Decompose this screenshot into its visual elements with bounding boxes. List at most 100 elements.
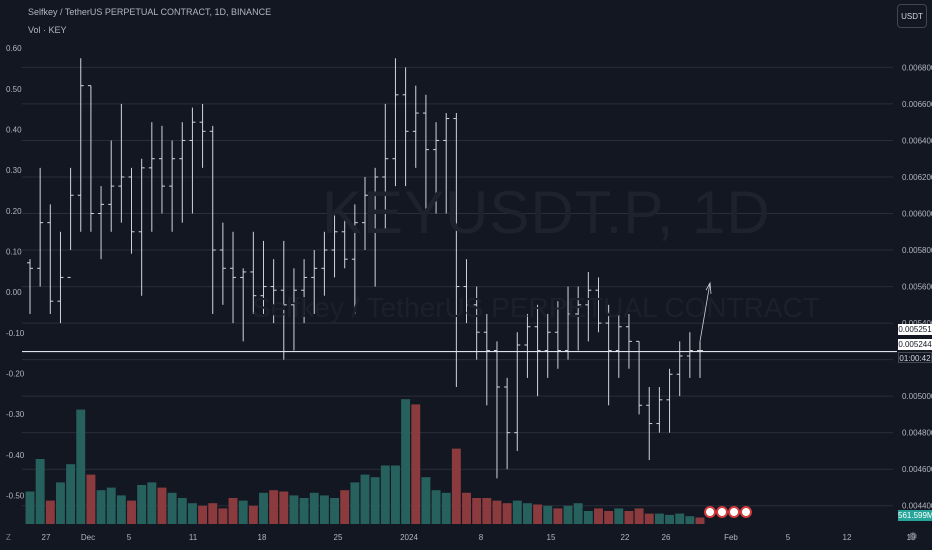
x-axis-tick: 19 [907,533,916,542]
right-axis-tick: 0.005400 [902,319,932,328]
volume-bar [106,487,116,524]
volume-bar [218,508,228,524]
volume-bar [228,498,238,524]
volume-bar [634,508,644,524]
volume-bar [248,505,258,524]
left-axis-tick: 0.40 [6,125,22,134]
symbol-description-watermark: Selfkey / TetherUS PERPETUAL CONTRACT [252,292,820,323]
symbol-title: Selfkey / TetherUS PERPETUAL CONTRACT, 1… [28,7,272,17]
x-axis-tick: 5 [786,533,791,542]
volume-bar [147,482,157,524]
volume-bar [289,495,299,524]
volume-bar [76,409,86,524]
volume-bar [360,474,370,524]
volume-bar [482,498,492,524]
volume-bar [411,404,421,524]
x-axis-tick: 22 [621,533,630,542]
left-axis-tick: 0.20 [6,207,22,216]
volume-bar [401,399,411,524]
volume-bar [675,513,685,524]
volume-bar [25,491,35,524]
event-marker-icon [740,506,752,518]
left-axis-tick: -0.20 [6,370,25,379]
volume-bar [167,492,177,524]
left-axis-tick: -0.30 [6,410,25,419]
x-axis-tick: 5 [127,533,132,542]
volume-bar [665,514,675,524]
volume-bar [492,500,502,524]
volume-bar [472,498,482,524]
volume-bar [259,492,268,524]
x-axis-tick: Dec [81,533,95,542]
volume-bar [96,490,106,524]
volume-bar [421,477,431,524]
left-axis-tick: -0.40 [6,451,25,460]
volume-bar [309,492,319,524]
left-axis-tick: -0.10 [6,329,25,338]
x-axis-tick: 8 [479,533,484,542]
volume-bar [137,485,147,524]
volume-bar [583,511,593,524]
volume-bar [55,482,65,524]
left-axis-tick: 0.00 [6,288,22,297]
volume-bar [594,508,603,524]
volume-bar [340,490,350,524]
gear-icon[interactable]: ⚙ [908,531,918,543]
x-axis-tick: 18 [258,533,267,542]
volume-bar [695,517,705,524]
volume-bar [431,490,441,524]
left-axis-tick: 0.60 [6,44,22,53]
volume-bar [614,508,624,524]
x-axis-tick: 11 [189,533,198,542]
countdown-tag: 01:00:42 [898,352,932,363]
x-axis-tick: 27 [42,533,51,542]
projection-arrow [699,282,711,342]
volume-tag: 561.599M [898,510,932,521]
volume-bar [269,490,279,524]
volume-bar [279,491,289,524]
x-axis-tick: 26 [662,533,671,542]
volume-bar [512,500,522,524]
volume-bar [604,511,614,524]
volume-bar [116,495,126,524]
volume-bar [522,503,532,524]
x-axis-tick: Feb [724,533,738,542]
volume-bar [380,465,390,524]
volume-bar [533,504,543,524]
volume-bar [208,503,218,524]
left-axis-tick: 0.10 [6,247,22,256]
left-axis-tick: -0.50 [6,492,25,501]
volume-bar [35,459,45,524]
event-marker-icon [728,506,740,518]
zoom-button[interactable]: Z [6,533,11,542]
volume-bar [157,487,167,524]
currency-button[interactable]: USDT [897,4,927,28]
volume-bar [187,503,197,524]
volume-bar [644,513,654,524]
volume-bar [573,503,583,524]
event-marker-icon [704,506,716,518]
volume-bar [553,508,563,524]
projection-arrow-head [705,281,712,294]
x-axis-tick: 15 [547,533,556,542]
volume-bar [299,498,309,524]
volume-bar [462,492,471,524]
volume-bar [563,505,573,524]
event-marker-icon [716,506,728,518]
volume-bar [451,448,461,524]
left-axis-tick: 0.30 [6,166,22,175]
volume-bar [350,482,360,524]
last-price-tag: 0.005251 [898,324,932,335]
volume-indicator-label[interactable]: Vol · KEY [28,25,67,35]
volume-bar [177,498,187,524]
